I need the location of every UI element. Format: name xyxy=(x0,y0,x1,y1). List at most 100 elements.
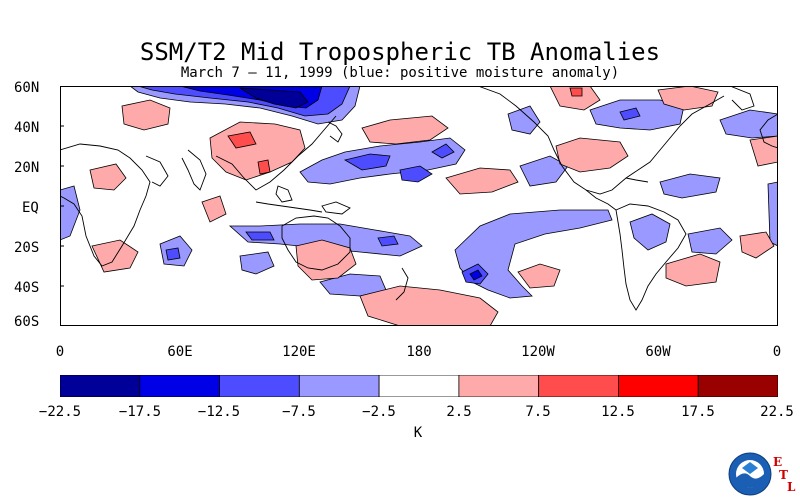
anomaly-map xyxy=(60,86,778,326)
coastline-indonesia xyxy=(255,201,323,213)
colorbar-unit: K xyxy=(413,425,423,441)
lon-label-60w: 60W xyxy=(645,344,671,360)
colorbar-swatch xyxy=(60,375,141,397)
colorbar-tick-label: −2.5 xyxy=(362,404,396,420)
blue-anomaly-south-america xyxy=(629,213,671,251)
colorbar-swatch xyxy=(378,375,460,397)
lat-label-40n: 40N xyxy=(14,120,40,136)
red-anomaly-central-asia xyxy=(121,99,171,131)
blue-anomaly-indian-ocean-core xyxy=(245,231,275,241)
lat-label-eq: EQ xyxy=(22,200,39,216)
blue-anomaly-south-atlantic xyxy=(687,227,733,255)
colorbar-swatch xyxy=(538,375,619,397)
lon-label-60e: 60E xyxy=(167,344,193,360)
blue-anomaly-central-pacific-core xyxy=(343,153,391,171)
coastline-greenland xyxy=(729,86,755,111)
lat-label-20n: 20N xyxy=(14,160,40,176)
lat-label-40s: 40S xyxy=(14,280,40,296)
blue-anomaly-south-pacific-max xyxy=(469,269,483,281)
red-anomaly-central-pacific xyxy=(445,167,519,195)
blue-anomaly-atlantic-eq xyxy=(659,173,721,199)
blue-anomaly-central-pacific-core3 xyxy=(431,143,455,159)
red-anomaly-tibet-core xyxy=(227,131,257,149)
blue-anomaly-indian-ocean-core2 xyxy=(377,235,399,247)
coastline-central-america xyxy=(585,189,617,211)
colorbar-swatch xyxy=(139,375,220,397)
colorbar-tick-label: 22.5 xyxy=(760,404,794,420)
noaa-logo xyxy=(728,452,772,496)
coastline-north-america xyxy=(477,86,725,195)
blue-anomaly-mid-pacific-north xyxy=(507,105,541,135)
red-anomaly-south-pacific-large xyxy=(359,285,499,326)
coastline-europe xyxy=(759,113,778,149)
lon-label-180: 180 xyxy=(406,344,432,360)
red-anomaly-africa-south xyxy=(91,239,139,273)
coastline-borneo xyxy=(275,185,293,203)
colorbar-swatch xyxy=(219,375,300,397)
blue-anomaly-south-indian-east xyxy=(239,251,275,275)
lat-ticks xyxy=(60,86,64,326)
coastline-japan xyxy=(327,121,343,143)
coastlines xyxy=(60,86,778,311)
coastline-caribbean xyxy=(625,177,649,183)
red-anomaly-tibet-core2 xyxy=(257,159,271,175)
lon-label-120e: 120E xyxy=(282,344,316,360)
blue-anomaly-central-pacific-core2 xyxy=(399,165,433,183)
etl-letter-t: T xyxy=(779,468,788,482)
blue-anomaly-europe xyxy=(719,109,778,139)
red-anomaly-australia xyxy=(295,239,357,281)
lat-label-20s: 20S xyxy=(14,240,40,256)
lat-label-60s: 60S xyxy=(14,314,40,330)
red-anomaly-north-atlantic xyxy=(549,86,601,111)
red-anomaly-africa-north xyxy=(89,163,127,191)
etl-letter-l: L xyxy=(787,480,796,494)
red-anomaly-north-pacific-mid xyxy=(361,115,449,145)
negative-moisture-anomalies xyxy=(89,86,778,326)
coastline-south-america xyxy=(615,203,687,311)
colorbar-tick-label: −12.5 xyxy=(197,404,241,420)
red-anomaly-europe xyxy=(657,86,719,111)
coastline-australia xyxy=(281,215,351,271)
colorbar-tick-label: 7.5 xyxy=(525,404,551,420)
lon-label-120w: 120W xyxy=(521,344,555,360)
coastline-india xyxy=(181,149,207,191)
coastline-new-zealand xyxy=(395,267,409,301)
coastline-asia-east xyxy=(215,115,337,191)
colorbar-tick-label: −7.5 xyxy=(282,404,316,420)
colorbar-tick-label: 17.5 xyxy=(681,404,715,420)
blue-anomaly-north-pacific-max xyxy=(239,87,309,109)
blue-anomaly-west-africa xyxy=(60,185,81,241)
colorbar xyxy=(60,375,778,397)
blue-anomaly-indian-ocean xyxy=(228,223,423,257)
colorbar-tick-label: 2.5 xyxy=(446,404,472,420)
lon-label-0-east: 0 xyxy=(772,344,782,360)
blue-anomaly-east-africa xyxy=(767,181,778,247)
positive-moisture-anomalies xyxy=(60,86,778,299)
coastline-new-guinea xyxy=(321,201,351,215)
colorbar-swatch xyxy=(298,375,380,397)
map-title: SSM/T2 Mid Tropospheric TB Anomalies xyxy=(139,38,661,66)
red-anomaly-north-atlantic-core xyxy=(569,87,583,97)
red-anomaly-indian-eq xyxy=(201,195,227,223)
colorbar-tick-label: −17.5 xyxy=(118,404,162,420)
colorbar-swatch xyxy=(697,375,778,397)
lat-label-60n: 60N xyxy=(14,80,40,96)
coastline-arabia xyxy=(145,155,169,187)
blue-anomaly-north-atlantic-core xyxy=(619,107,641,121)
red-anomaly-mid-pacific xyxy=(517,263,561,289)
colorbar-swatch xyxy=(458,375,540,397)
blue-anomaly-east-pacific xyxy=(519,155,569,187)
red-anomaly-southern-atlantic xyxy=(739,231,775,259)
colorbar-swatch xyxy=(618,375,699,397)
map-subtitle: March 7 – 11, 1999 (blue: positive moist… xyxy=(180,65,620,81)
red-anomaly-south-america-lat40 xyxy=(665,253,721,287)
colorbar-tick-label: −22.5 xyxy=(38,404,82,420)
coastline-africa xyxy=(60,143,151,267)
blue-anomaly-south-indian-core xyxy=(165,247,181,261)
red-anomaly-west-atlantic xyxy=(749,135,778,167)
red-anomaly-north-america xyxy=(555,137,629,173)
lon-label-0: 0 xyxy=(55,344,65,360)
colorbar-tick-label: 12.5 xyxy=(601,404,635,420)
blue-anomaly-south-pacific xyxy=(454,209,613,299)
etl-letter-e: E xyxy=(773,455,783,469)
